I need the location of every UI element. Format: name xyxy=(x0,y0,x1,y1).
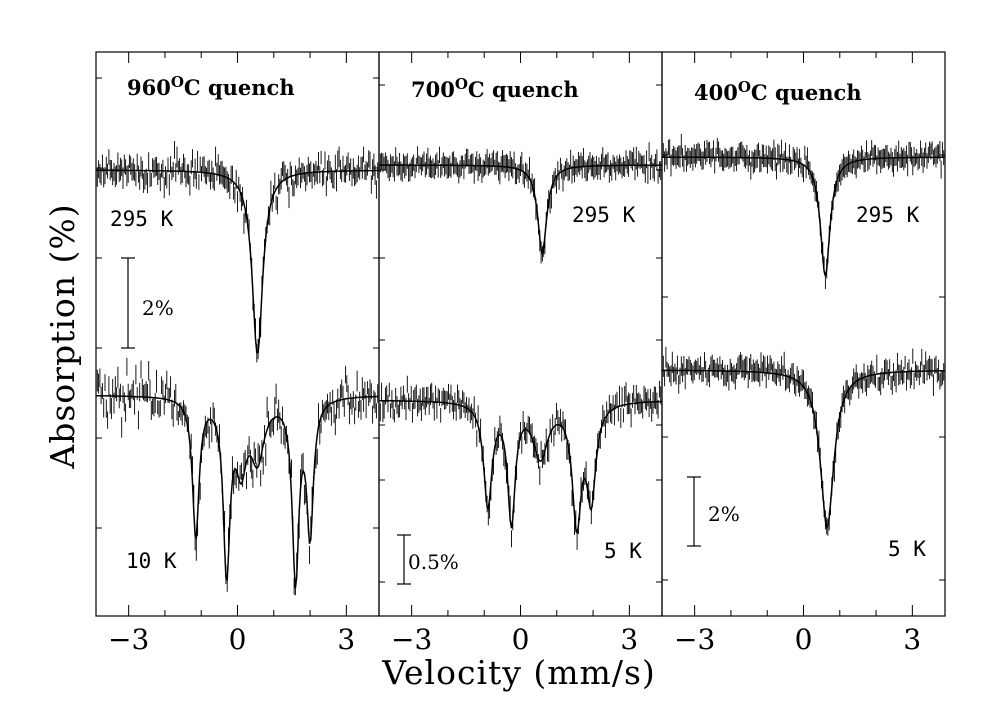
x-tick-label: −3 xyxy=(391,623,432,656)
fit-curve-room-temp xyxy=(662,156,945,277)
panel-1: −3 0 3 295 K 10 K 2% 960OC quench xyxy=(95,51,380,656)
fit-curve-room-temp xyxy=(96,169,379,354)
panel-frame xyxy=(378,51,663,617)
x-tick-label: 0 xyxy=(795,623,813,656)
x-axis-title: Velocity (mm/s) xyxy=(381,653,656,692)
x-tick-label: 0 xyxy=(229,623,247,656)
x-tick-label: 3 xyxy=(620,623,638,656)
scale-bar-label: 2% xyxy=(142,296,174,320)
panel-frame xyxy=(95,51,380,617)
fit-curve-low-temp xyxy=(96,395,380,589)
x-tick-label: 0 xyxy=(512,623,530,656)
x-tick-label: −3 xyxy=(674,623,715,656)
panels-layer: −3 0 3 295 K 10 K 2% 960OC quench −3 0 3 295 K 5 K 0… xyxy=(95,51,946,656)
scale-bar-label: 0.5% xyxy=(408,550,459,574)
scale-bar-label: 2% xyxy=(708,502,740,526)
fit-curve-room-temp xyxy=(379,164,662,256)
temperature-label: 295 K xyxy=(572,203,636,227)
x-tick-label: 3 xyxy=(903,623,921,656)
temperature-label: 5 K xyxy=(888,537,926,561)
panel-frame xyxy=(661,51,946,617)
y-axis-title: Absorption (%) xyxy=(43,203,82,469)
panel-title: 960OC quench xyxy=(127,73,295,100)
temperature-label: 295 K xyxy=(856,203,920,227)
data-points-room-temp xyxy=(95,141,380,363)
x-tick-label: 3 xyxy=(337,623,355,656)
panel-title: 700OC quench xyxy=(411,75,579,102)
temperature-label: 295 K xyxy=(110,207,174,231)
panel-title: 400OC quench xyxy=(694,78,862,105)
x-tick-label: −3 xyxy=(108,623,149,656)
data-points-low-temp xyxy=(661,346,946,536)
fit-curve-low-temp xyxy=(379,399,663,534)
panel-2: −3 0 3 295 K 5 K 0.5% 700OC quench xyxy=(378,51,663,656)
panel-3: −3 0 3 295 K 5 K 2% 400OC quench xyxy=(661,51,946,656)
temperature-label: 10 K xyxy=(126,549,177,573)
temperature-label: 5 K xyxy=(604,539,642,563)
fit-curve-low-temp xyxy=(662,369,945,529)
